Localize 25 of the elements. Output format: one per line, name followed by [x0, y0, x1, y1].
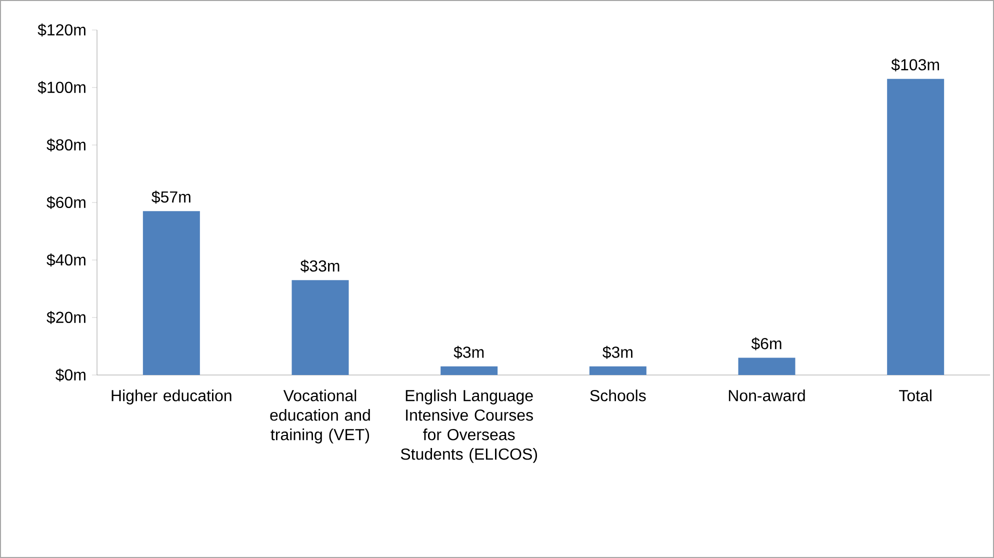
x-tick-label: Vocational education and training (VET)	[270, 390, 370, 444]
data-label: $57m	[152, 190, 190, 204]
y-tick-label: $80m	[46, 138, 86, 152]
x-tick-label: English Language Intensive Courses for Overseas Students (ELICOS)	[400, 390, 537, 463]
y-tick-label: $60m	[46, 196, 86, 209]
bar	[589, 366, 646, 375]
y-tick-label: $120m	[38, 24, 86, 36]
data-label: $33m	[300, 260, 340, 273]
data-label: $3m	[602, 346, 632, 359]
data-label: $6m	[751, 337, 782, 350]
x-tick-label: Higher education	[112, 390, 232, 404]
bar	[738, 358, 796, 375]
y-tick-label: $40m	[46, 254, 86, 266]
y-tick-label: $0m	[56, 368, 86, 382]
bar	[887, 78, 944, 375]
bar	[142, 211, 200, 375]
data-label: $3m	[454, 346, 484, 359]
x-tick-label: Total	[899, 390, 932, 402]
bar	[440, 366, 498, 375]
data-label: $103m	[891, 58, 939, 72]
x-tick-label: Non-award	[728, 390, 805, 402]
y-tick-label: $100m	[38, 81, 86, 94]
bar	[292, 280, 349, 375]
x-tick-label: Schools	[590, 390, 646, 402]
y-tick-label: $20m	[46, 311, 86, 324]
